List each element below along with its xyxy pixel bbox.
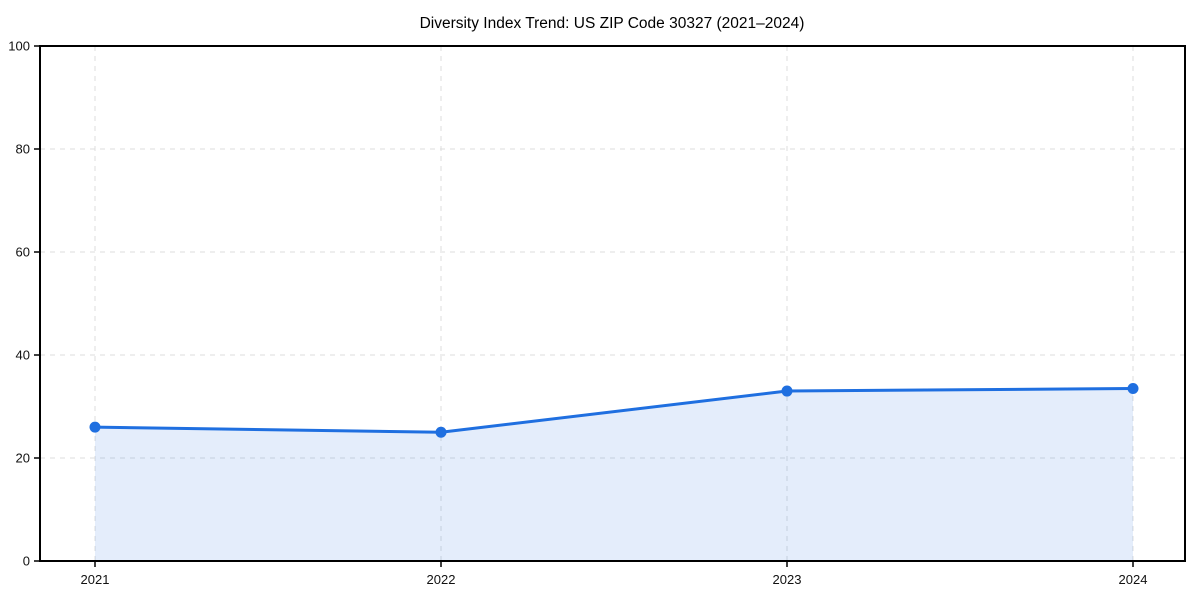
y-axis-tick-label: 0 bbox=[23, 554, 30, 569]
axis-layer: 0 20 40 60 80 100 2021 2022 2023 2024 bbox=[8, 39, 1186, 587]
chart-title: Diversity Index Trend: US ZIP Code 30327… bbox=[420, 15, 805, 32]
trend-line bbox=[93, 386, 1135, 434]
data-point-marker bbox=[435, 426, 447, 438]
x-axis-tick-label: 2022 bbox=[427, 572, 456, 587]
y-axis-tick-label: 20 bbox=[16, 451, 30, 466]
data-point-marker bbox=[1127, 382, 1139, 394]
y-axis-tick-label: 80 bbox=[16, 142, 30, 157]
data-point-marker bbox=[89, 421, 101, 433]
y-axis-tick-label: 100 bbox=[8, 39, 30, 54]
x-axis-tick-label: 2021 bbox=[81, 572, 110, 587]
area-fill bbox=[95, 388, 1133, 561]
data-point-marker bbox=[781, 385, 793, 397]
data-layer bbox=[89, 382, 1139, 561]
x-axis-tick-label: 2023 bbox=[773, 572, 802, 587]
y-axis-tick-label: 60 bbox=[16, 245, 30, 260]
x-axis-tick-label: 2024 bbox=[1119, 572, 1148, 587]
plot-border bbox=[39, 45, 1186, 562]
y-axis-tick-label: 40 bbox=[16, 348, 30, 363]
